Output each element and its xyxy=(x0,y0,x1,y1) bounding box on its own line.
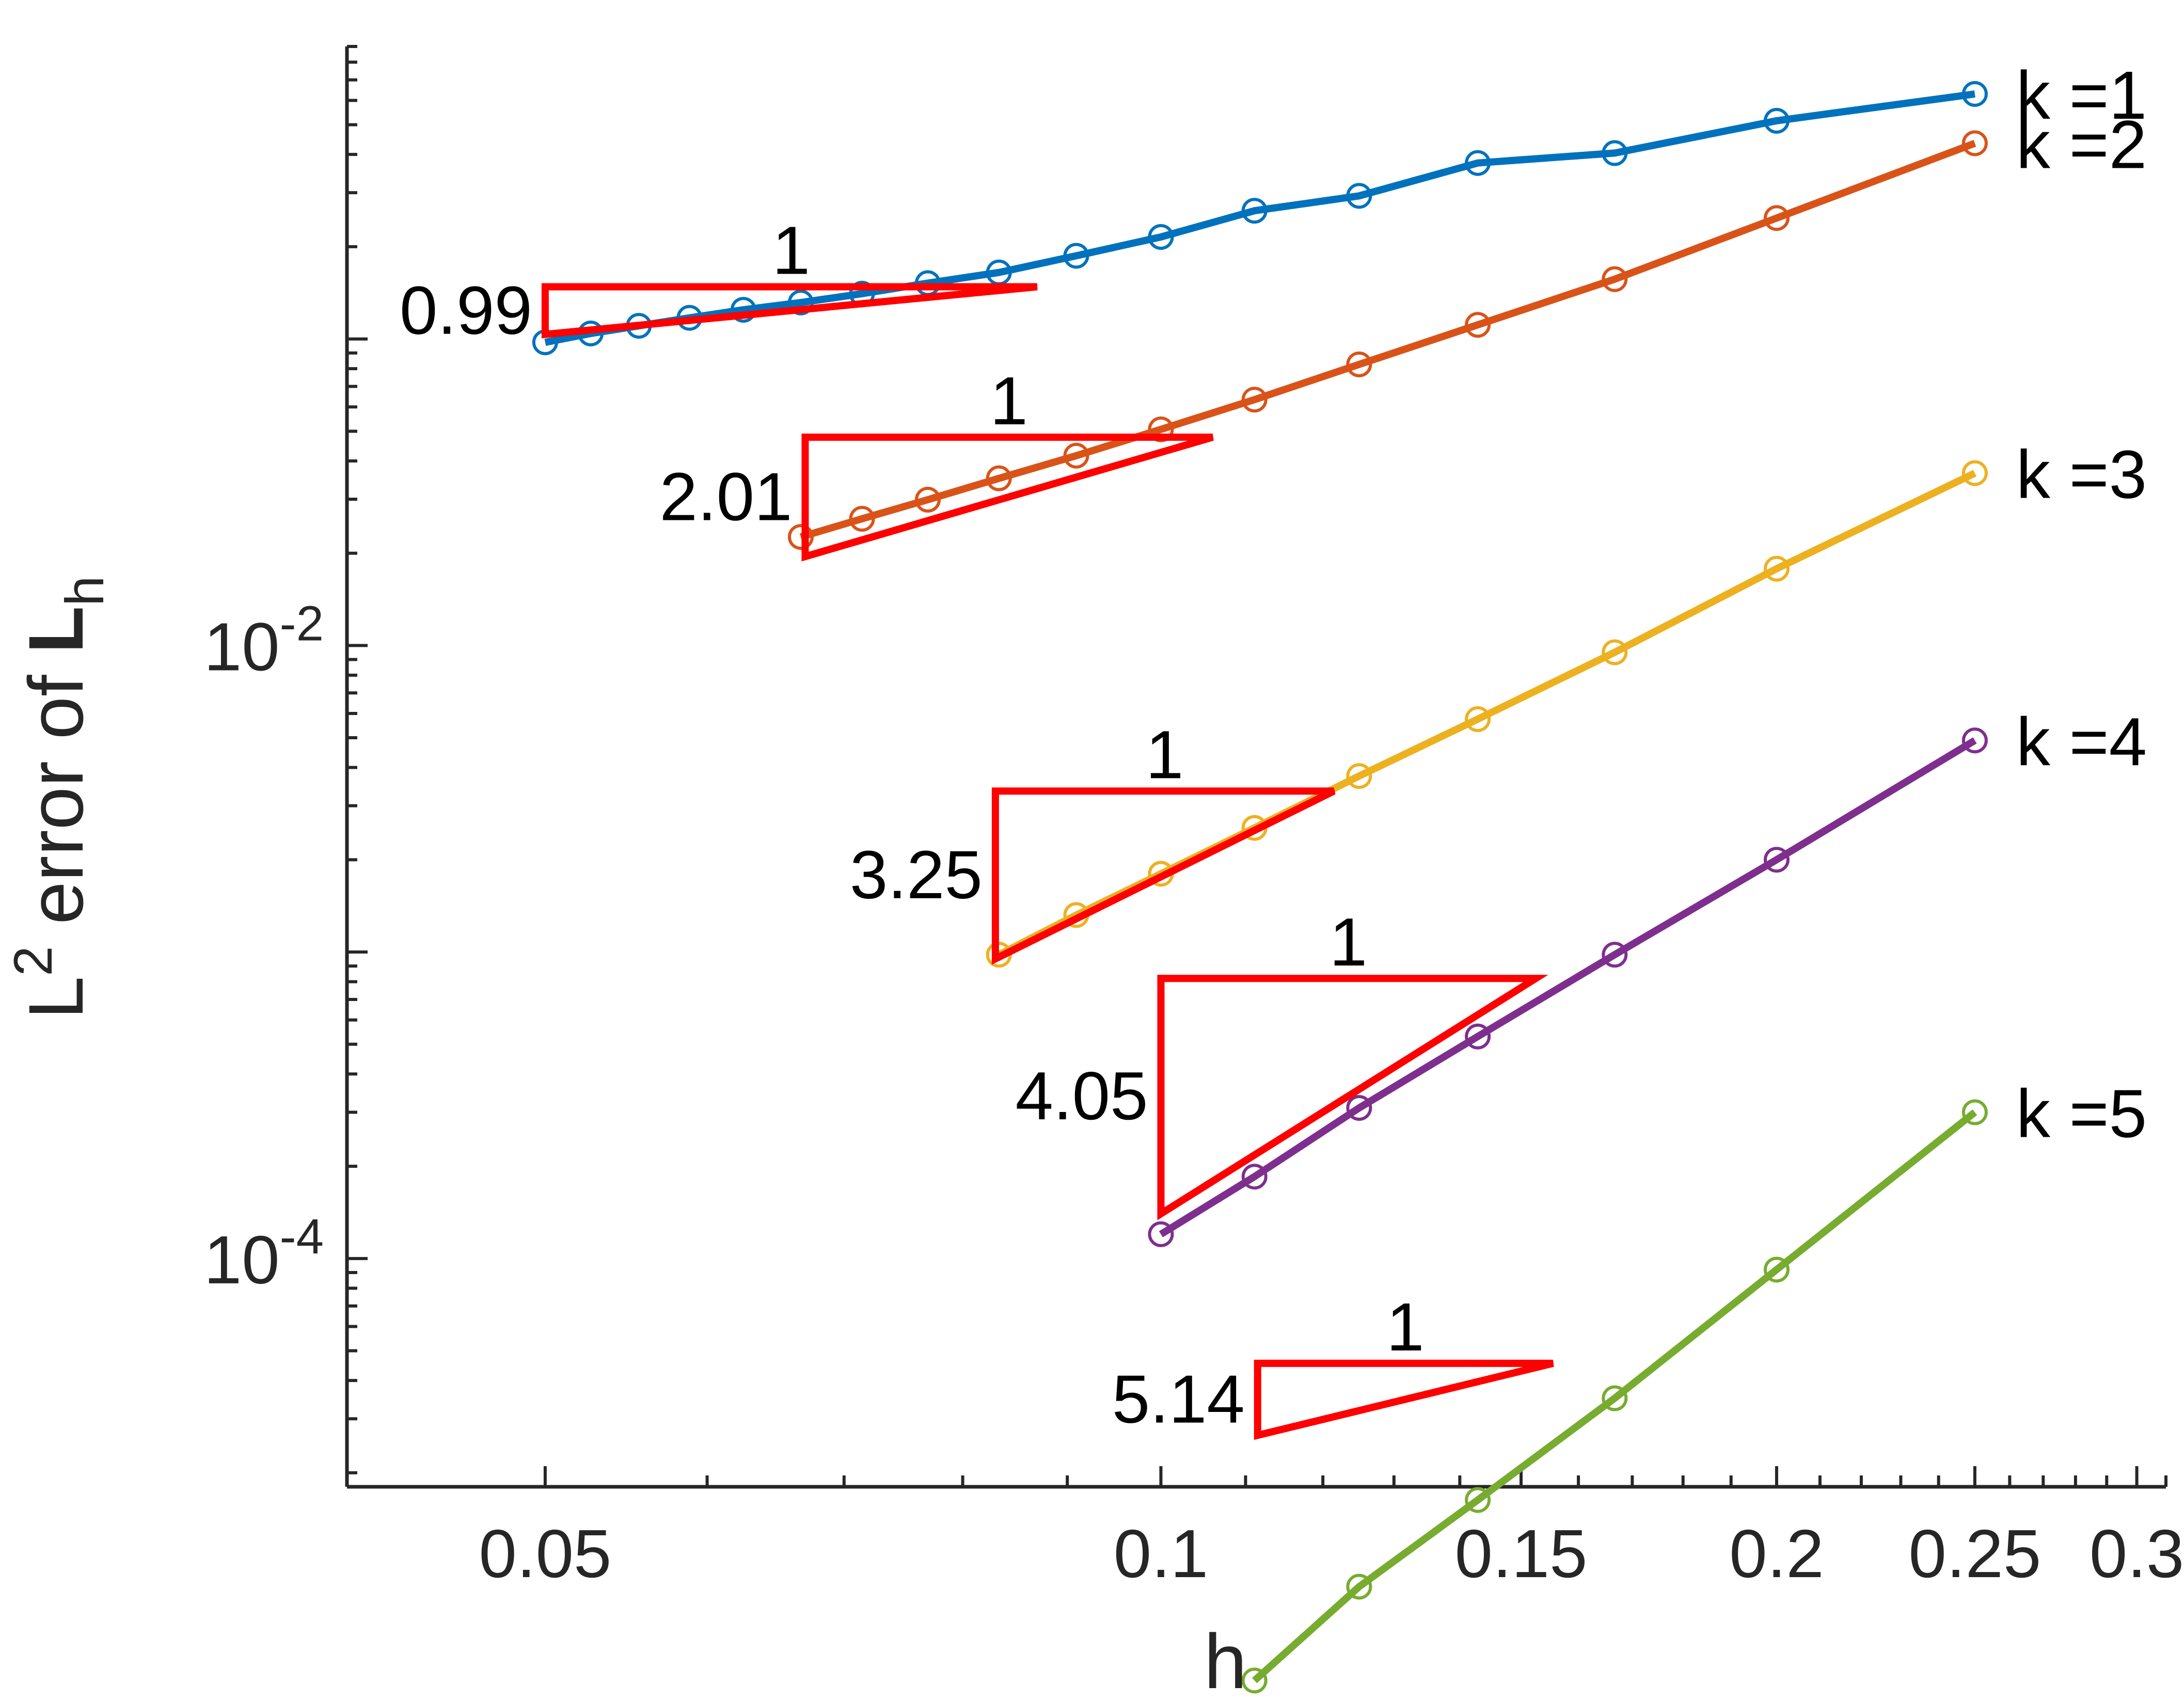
axes-frame: 0.05 0.1 0.15 0.2 0.25 0.3 10-2 10-4 xyxy=(204,45,2184,1592)
x-tick-label: 0.25 xyxy=(1908,1516,2041,1592)
series-label: k =1 xyxy=(2016,57,2147,133)
data-point xyxy=(1241,387,1268,413)
data-point xyxy=(1241,1667,1268,1694)
y-axis-label: L2 error of Lh xyxy=(3,576,115,1020)
y-label-superscript: 2 xyxy=(3,946,64,976)
triangle-rate-label: 3.25 xyxy=(850,837,983,913)
series-line xyxy=(799,139,1976,541)
data-point xyxy=(914,486,941,513)
series-line xyxy=(1159,737,1977,1237)
data-point xyxy=(1346,351,1372,377)
slope-triangle-1: 10.99 xyxy=(400,212,1038,348)
data-point xyxy=(1346,763,1372,789)
y-label-subscript: h xyxy=(55,576,115,606)
triangle-run-label: 1 xyxy=(1386,1289,1424,1365)
data-point xyxy=(1465,312,1491,338)
data-point xyxy=(1346,1574,1372,1600)
triangle-rate-label: 0.99 xyxy=(400,273,532,348)
data-point xyxy=(1763,1257,1790,1283)
series-2: k =2 xyxy=(787,106,2147,550)
slope-triangle-2: 12.01 xyxy=(660,363,1214,562)
triangle-shape xyxy=(1254,1359,1554,1440)
triangle-shape xyxy=(1157,975,1548,1220)
data-point xyxy=(1602,266,1628,292)
data-point xyxy=(1763,847,1790,873)
x-tick-label: 0.3 xyxy=(2090,1516,2184,1592)
series-label: k =2 xyxy=(2016,106,2147,182)
data-point xyxy=(1961,1099,1988,1125)
data-point xyxy=(849,505,875,532)
data-point xyxy=(1346,1095,1372,1121)
x-tick-label: 0.2 xyxy=(1729,1516,1824,1592)
series-label: k =4 xyxy=(2016,704,2147,780)
data-point xyxy=(787,289,814,315)
data-point xyxy=(1763,555,1790,582)
data-point xyxy=(1241,1164,1268,1190)
data-point xyxy=(1465,1023,1491,1050)
x-tick-label: 0.15 xyxy=(1455,1516,1588,1592)
series-5: k =5 xyxy=(1241,1076,2147,1694)
triangle-rate-label: 5.14 xyxy=(1112,1361,1245,1437)
series-3: k =3 xyxy=(986,436,2147,968)
y-tick-label: 10-2 xyxy=(204,596,324,685)
x-axis-label: h xyxy=(1204,1618,1247,1700)
slope-triangle-4: 14.05 xyxy=(1016,904,1548,1220)
triangle-shape xyxy=(991,787,1336,965)
triangle-run-label: 1 xyxy=(990,363,1027,439)
data-point xyxy=(1961,130,1988,156)
slope-triangle-3: 13.25 xyxy=(850,717,1336,965)
data-point xyxy=(1763,205,1790,231)
triangle-rate-label: 4.05 xyxy=(1016,1058,1148,1134)
triangle-shape xyxy=(541,283,1038,339)
data-point xyxy=(1465,1487,1491,1513)
data-point xyxy=(787,524,814,550)
data-point xyxy=(986,465,1012,491)
series-4: k =4 xyxy=(1148,704,2147,1247)
data-point xyxy=(1602,1385,1628,1411)
series-label: k =3 xyxy=(2016,436,2147,512)
axis-labels: h L2 error of Lh xyxy=(3,576,1247,1700)
y-label-middle: error of xyxy=(12,654,99,946)
triangle-shape xyxy=(801,433,1214,562)
y-label-bold: L xyxy=(12,606,99,654)
data-point xyxy=(1763,107,1790,134)
x-tick-label: 0.1 xyxy=(1114,1516,1209,1592)
triangle-run-label: 1 xyxy=(1330,904,1367,980)
data-point xyxy=(1961,727,1988,754)
data-series: k =1k =2 k =3 k =4 k =5 xyxy=(532,57,2147,1694)
data-point xyxy=(1602,140,1628,166)
data-point xyxy=(1148,224,1174,250)
data-point xyxy=(1961,81,1988,107)
data-point xyxy=(1465,150,1491,176)
data-point xyxy=(1148,1221,1174,1247)
slope-triangle-5: 15.14 xyxy=(1112,1289,1554,1440)
data-point xyxy=(1063,442,1089,469)
data-point xyxy=(1465,706,1491,733)
series-line xyxy=(544,90,1975,346)
x-tick-label: 0.05 xyxy=(479,1516,611,1592)
triangle-run-label: 1 xyxy=(772,212,810,288)
data-point xyxy=(1346,183,1372,209)
series-label: k =5 xyxy=(2016,1076,2147,1152)
series-line xyxy=(1252,1109,1977,1683)
y-label-prefix: L xyxy=(12,976,99,1019)
triangle-run-label: 1 xyxy=(1146,717,1183,792)
y-tick-label: 10-4 xyxy=(204,1209,324,1298)
data-point xyxy=(1241,198,1268,224)
data-point xyxy=(1961,460,1988,486)
data-point xyxy=(730,297,756,323)
data-point xyxy=(1602,639,1628,665)
triangle-rate-label: 2.01 xyxy=(660,459,793,535)
data-point xyxy=(1063,243,1089,269)
data-point xyxy=(1602,942,1628,968)
